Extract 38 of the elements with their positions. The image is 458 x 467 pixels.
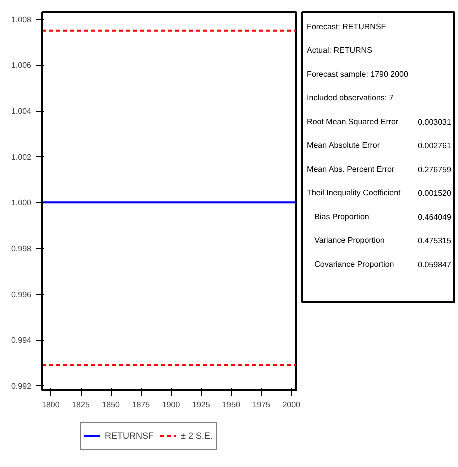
y-tick-label: 1.008 [11,15,32,24]
legend-label: ± 2 S.E. [181,431,213,441]
text: Root Mean Squared Error [307,117,399,126]
text: Mean Absolute Error [307,141,380,150]
y-tick-label: 0.994 [11,336,32,346]
text: Mean Abs. Percent Error [307,164,395,174]
text: 0.464049 [418,212,452,222]
x-tick-label: 1800 [42,400,60,410]
text: Bias Proportion [314,212,370,222]
y-tick-label: 1.006 [11,61,32,70]
x-tick-label: 1850 [102,400,121,410]
text: 0.003031 [418,118,452,127]
x-tick-label: 2000 [282,400,302,410]
x-tick-label: 1875 [132,400,151,410]
text: Theil Inequality Coefficient [307,188,402,198]
text: Forecast sample: 1790 2000 [307,70,410,79]
text: Forecast: RETURNSF [307,22,386,32]
text: 0.276759 [418,165,452,174]
text: Actual: RETURNS [307,46,372,56]
x-tick-label: 1975 [252,400,272,410]
y-tick-label: 1.002 [11,152,32,162]
x-tick-label: 1925 [192,400,211,410]
text: Covariance Proportion [314,260,394,269]
text: Included observations: 7 [307,94,394,103]
text: Variance Proportion [314,236,385,246]
text: 0.059847 [418,260,452,270]
text: 0.002761 [418,142,452,151]
x-tick-label: 1900 [162,400,181,410]
y-tick-label: 0.992 [11,382,32,391]
legend-label: RETURNSF [105,431,154,441]
y-tick-label: 0.998 [11,244,32,254]
y-tick-label: 1.004 [11,107,32,116]
text: 0.001520 [418,189,452,198]
y-tick-label: 0.996 [11,290,32,300]
y-tick-label: 1.000 [11,198,32,208]
x-tick-label: 1950 [222,400,241,410]
text: 0.475315 [418,236,452,246]
x-tick-label: 1825 [72,400,90,410]
